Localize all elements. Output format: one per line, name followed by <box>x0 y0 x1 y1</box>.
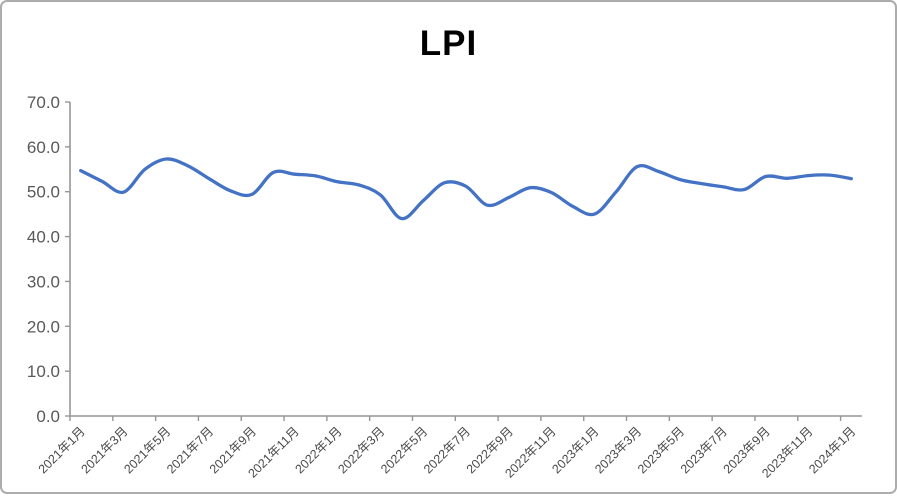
y-tick-label: 20.0 <box>27 317 60 336</box>
x-tick-label: 2024年1月 <box>806 424 858 476</box>
y-tick-label: 40.0 <box>27 228 60 247</box>
y-tick-label: 60.0 <box>27 138 60 157</box>
y-tick-label: 0.0 <box>36 407 60 426</box>
lpi-series-line <box>79 157 853 221</box>
y-tick-label: 50.0 <box>27 183 60 202</box>
y-tick-label: 70.0 <box>27 93 60 112</box>
y-tick-label: 30.0 <box>27 272 60 291</box>
y-tick-label: 10.0 <box>27 362 60 381</box>
chart-title: LPI <box>419 24 478 63</box>
